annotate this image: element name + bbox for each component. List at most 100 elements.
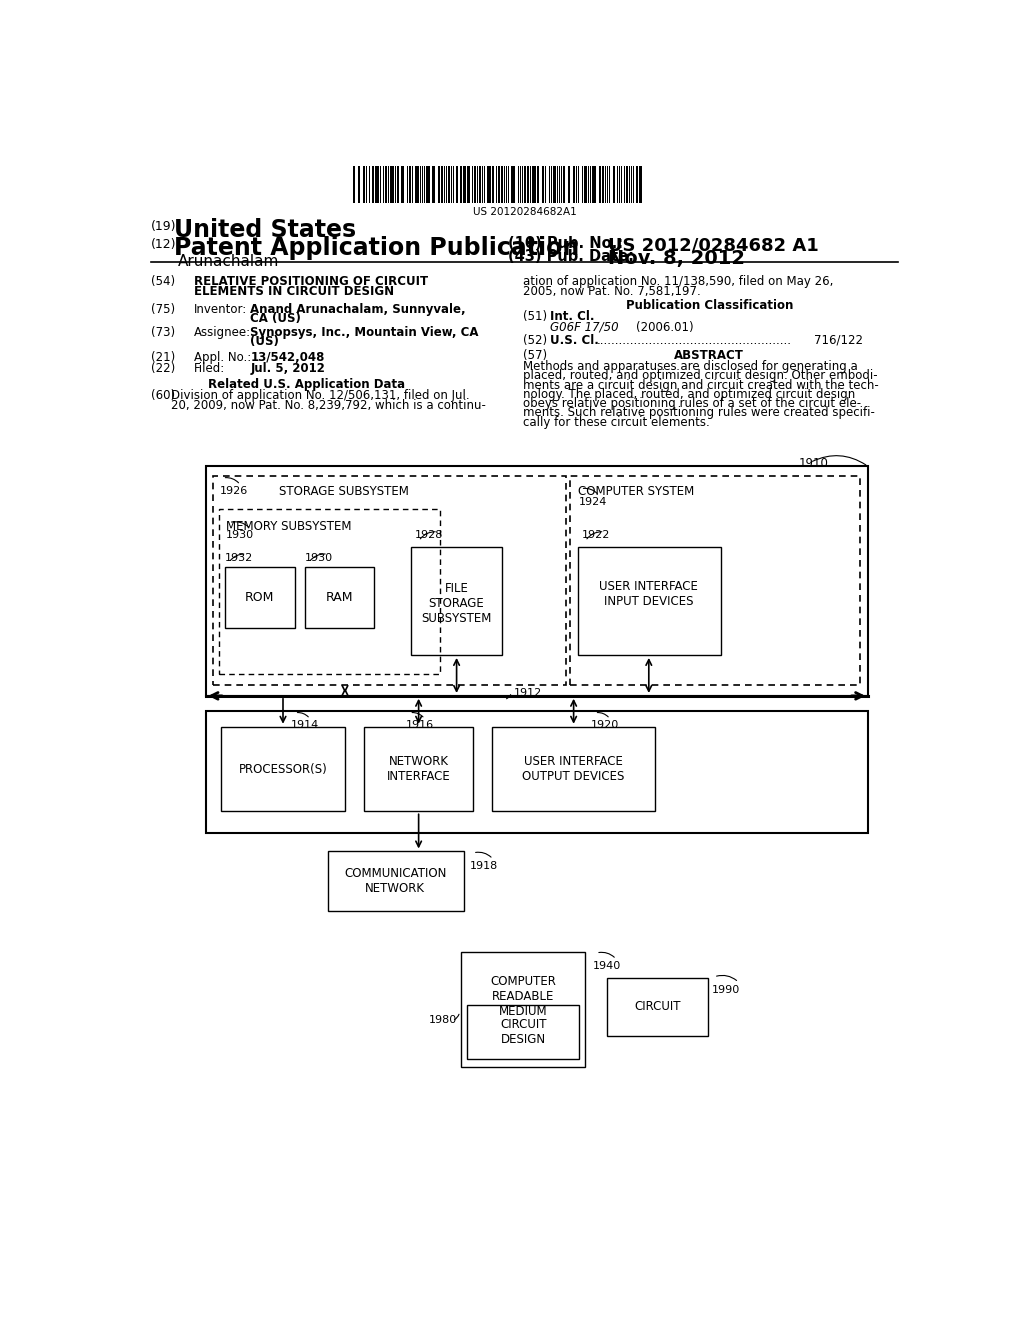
- Bar: [219, 508, 440, 675]
- Text: (73): (73): [152, 326, 175, 339]
- Text: (51): (51): [523, 310, 548, 323]
- Bar: [633, 166, 634, 203]
- Text: (22): (22): [152, 363, 175, 375]
- Text: 716/122: 716/122: [814, 334, 863, 347]
- Text: FILE
STORAGE
SUBSYSTEM: FILE STORAGE SUBSYSTEM: [422, 582, 492, 624]
- Text: COMMUNICATION
NETWORK: COMMUNICATION NETWORK: [344, 867, 446, 895]
- Bar: [411, 548, 503, 655]
- Bar: [518, 166, 519, 203]
- Bar: [588, 166, 589, 203]
- Text: 1932: 1932: [225, 553, 253, 562]
- Bar: [479, 166, 481, 203]
- Text: (75): (75): [152, 304, 175, 317]
- Bar: [493, 166, 494, 203]
- Text: Int. Cl.: Int. Cl.: [550, 310, 595, 323]
- Bar: [527, 166, 528, 203]
- Text: Jul. 5, 2012: Jul. 5, 2012: [251, 363, 326, 375]
- Bar: [385, 166, 387, 203]
- Text: 20, 2009, now Pat. No. 8,239,792, which is a continu-: 20, 2009, now Pat. No. 8,239,792, which …: [171, 399, 485, 412]
- Bar: [601, 166, 604, 203]
- Bar: [557, 166, 558, 203]
- Text: 1920: 1920: [591, 721, 618, 730]
- Bar: [483, 166, 485, 203]
- Text: (43) Pub. Date:: (43) Pub. Date:: [508, 249, 634, 264]
- Text: Publication Classification: Publication Classification: [626, 298, 793, 312]
- Bar: [449, 166, 451, 203]
- Text: RELATIVE POSITIONING OF CIRCUIT: RELATIVE POSITIONING OF CIRCUIT: [194, 276, 428, 289]
- Text: Appl. No.:: Appl. No.:: [194, 351, 251, 364]
- Bar: [508, 166, 509, 203]
- Bar: [599, 166, 601, 203]
- Text: RAM: RAM: [326, 591, 353, 603]
- Bar: [213, 475, 566, 685]
- Text: cally for these circuit elements.: cally for these circuit elements.: [523, 416, 710, 429]
- Text: 2005, now Pat. No. 7,581,197.: 2005, now Pat. No. 7,581,197.: [523, 285, 701, 298]
- Bar: [467, 166, 470, 203]
- Bar: [563, 166, 565, 203]
- Bar: [554, 166, 556, 203]
- Text: Related U.S. Application Data: Related U.S. Application Data: [208, 378, 404, 391]
- Bar: [417, 166, 419, 203]
- Bar: [549, 166, 550, 203]
- Text: 1928: 1928: [415, 531, 443, 540]
- Bar: [493, 726, 655, 812]
- Text: Synopsys, Inc., Mountain View, CA: Synopsys, Inc., Mountain View, CA: [251, 326, 479, 339]
- Text: CA (US): CA (US): [251, 313, 301, 326]
- Bar: [501, 166, 503, 203]
- Text: NETWORK
INTERFACE: NETWORK INTERFACE: [387, 755, 451, 783]
- Text: obeys relative positioning rules of a set of the circuit ele-: obeys relative positioning rules of a se…: [523, 397, 861, 411]
- Text: ....................................................: ........................................…: [597, 334, 792, 347]
- Text: Division of application No. 12/506,131, filed on Jul.: Division of application No. 12/506,131, …: [171, 389, 469, 403]
- Text: Filed:: Filed:: [194, 363, 225, 375]
- Text: Inventor:: Inventor:: [194, 304, 247, 317]
- Bar: [409, 166, 411, 203]
- Text: 1914: 1914: [291, 721, 319, 730]
- Bar: [305, 566, 375, 628]
- Text: G06F 17/50: G06F 17/50: [550, 321, 618, 334]
- Bar: [365, 726, 473, 812]
- Bar: [375, 166, 378, 203]
- Text: 1980: 1980: [429, 1015, 457, 1024]
- Bar: [402, 166, 403, 203]
- Bar: [568, 166, 569, 203]
- Text: 1930: 1930: [225, 531, 254, 540]
- Bar: [453, 166, 455, 203]
- Bar: [390, 166, 391, 203]
- Bar: [578, 548, 721, 655]
- Bar: [358, 166, 359, 203]
- Text: US 2012/0284682 A1: US 2012/0284682 A1: [608, 236, 819, 255]
- Bar: [461, 952, 586, 1067]
- Text: Patent Application Publication: Patent Application Publication: [174, 236, 580, 260]
- Text: (21): (21): [152, 351, 175, 364]
- Bar: [438, 166, 440, 203]
- Bar: [352, 166, 355, 203]
- Text: (19): (19): [152, 220, 177, 234]
- Text: 1990: 1990: [712, 985, 739, 994]
- Bar: [380, 166, 381, 203]
- Bar: [488, 166, 490, 203]
- Text: Nov. 8, 2012: Nov. 8, 2012: [608, 249, 745, 268]
- Text: 13/542,048: 13/542,048: [251, 351, 325, 364]
- Text: placed, routed, and optimized circuit design. Other embodi-: placed, routed, and optimized circuit de…: [523, 370, 878, 383]
- Bar: [366, 166, 368, 203]
- Bar: [441, 166, 442, 203]
- Text: 1940: 1940: [593, 961, 622, 970]
- Text: Arunachalam: Arunachalam: [178, 253, 280, 269]
- Bar: [433, 166, 435, 203]
- Text: 1910: 1910: [799, 457, 828, 470]
- Bar: [569, 475, 860, 685]
- Text: COMPUTER SYSTEM: COMPUTER SYSTEM: [578, 484, 693, 498]
- Text: US 20120284682A1: US 20120284682A1: [473, 207, 577, 216]
- Bar: [618, 166, 621, 203]
- Bar: [585, 166, 587, 203]
- Text: (2006.01): (2006.01): [636, 321, 693, 334]
- Bar: [592, 166, 595, 203]
- Bar: [572, 166, 575, 203]
- Bar: [578, 166, 579, 203]
- Bar: [221, 726, 345, 812]
- Text: CIRCUIT
DESIGN: CIRCUIT DESIGN: [500, 1018, 547, 1047]
- Text: ments. Such relative positioning rules were created specifi-: ments. Such relative positioning rules w…: [523, 407, 876, 420]
- Text: (US): (US): [251, 335, 280, 348]
- Bar: [538, 166, 539, 203]
- Text: (52): (52): [523, 334, 548, 347]
